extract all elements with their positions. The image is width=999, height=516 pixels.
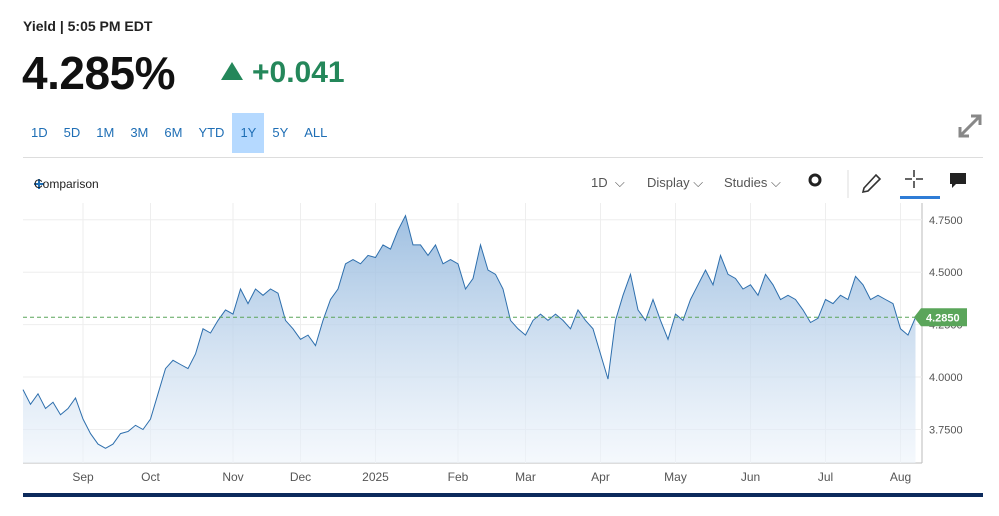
- x-tick-label: Mar: [515, 470, 536, 484]
- display: Display: [647, 175, 690, 190]
- x-tick-label: Sep: [72, 470, 94, 484]
- reference-label: 4.2850: [926, 312, 960, 324]
- x-tick-label: Feb: [448, 470, 469, 484]
- x-tick-label: May: [664, 470, 687, 484]
- x-tick-label: 2025: [362, 470, 389, 484]
- change: +0.041: [252, 56, 345, 89]
- y-tick-label: 4.7500: [929, 215, 963, 227]
- draw-icon[interactable]: [861, 173, 882, 194]
- interval-button[interactable]: 1D ⌵: [591, 175, 625, 190]
- x-tick-label: Oct: [141, 470, 160, 484]
- line: [22, 214, 916, 449]
- x-tick-label: Apr: [591, 470, 610, 484]
- x-tick-label: Jun: [741, 470, 760, 484]
- x-tick-label: Aug: [890, 470, 911, 484]
- range-button[interactable]: 3M: [130, 125, 149, 140]
- range-buttons: 1D 5D 1M 3M 6M YTD 1Y 5Y ALL: [23, 113, 335, 153]
- divider: [23, 157, 983, 158]
- y-tick-label: 4.0000: [929, 372, 963, 384]
- area: [23, 215, 916, 463]
- up-arrow: [221, 62, 243, 80]
- x-tick-label: Nov: [222, 470, 243, 484]
- range-button[interactable]: 1M: [96, 125, 115, 140]
- bottom-bar: [23, 493, 983, 497]
- studies: Studies: [724, 175, 768, 190]
- range-button[interactable]: 5D: [63, 125, 81, 140]
- tool-icons: [808, 170, 966, 199]
- notes-icon[interactable]: [950, 173, 966, 188]
- display-button[interactable]: Display ⌵: [647, 175, 704, 190]
- settings-icon[interactable]: [808, 173, 822, 187]
- plus-icon[interactable]: [33, 178, 45, 190]
- range-button[interactable]: 1Y: [232, 113, 265, 153]
- interval: 1D: [591, 175, 608, 190]
- x-tick-label: Dec: [290, 470, 311, 484]
- studies-button[interactable]: Studies ⌵: [724, 175, 781, 190]
- reference-badge: [914, 308, 967, 327]
- price: 4.285%: [22, 47, 176, 99]
- range-button[interactable]: 6M: [164, 125, 183, 140]
- crosshair-icon[interactable]: [905, 170, 923, 188]
- y-tick-label: 4.5000: [929, 267, 963, 279]
- range-button[interactable]: ALL: [304, 125, 328, 140]
- range-button[interactable]: 1D: [31, 125, 48, 140]
- expand-icon[interactable]: [957, 113, 983, 139]
- title: Yield | 5:05 PM EDT: [23, 18, 153, 34]
- comparison-button[interactable]: Comparison: [34, 177, 99, 191]
- range-button[interactable]: 5Y: [272, 125, 289, 140]
- x-tick-label: Jul: [818, 470, 833, 484]
- y-tick-label: 3.7500: [929, 424, 963, 436]
- range-button[interactable]: YTD: [198, 125, 225, 140]
